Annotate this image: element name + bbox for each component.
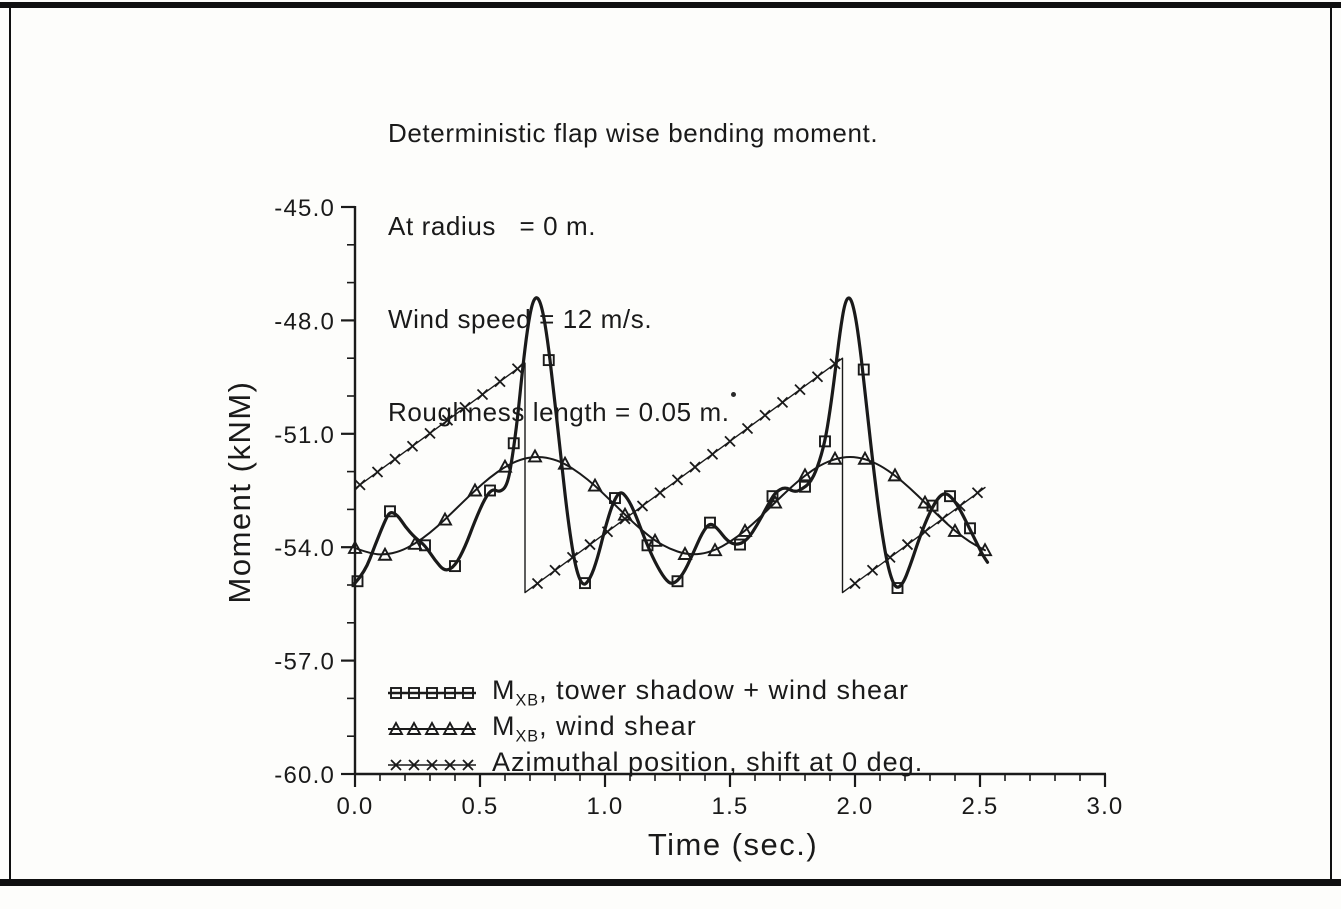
x-tick-label: 1.5 (712, 793, 749, 820)
legend-label-tower-shadow: MXB, tower shadow + wind shear (492, 675, 909, 710)
x-tick-label: 2.5 (962, 793, 999, 820)
series-azimuthal-position (354, 357, 986, 594)
page-border-bottom (0, 879, 1341, 886)
legend-square-marker-line (386, 680, 478, 706)
page-border-left (9, 5, 11, 881)
series-line-mxb-tower-shadow-wind-shear (353, 296, 990, 589)
y-tick-label: -54.0 (274, 535, 335, 562)
legend-label-main: M (492, 675, 516, 706)
legend-item-azimuthal-position: Azimuthal position, shift at 0 deg. (386, 747, 923, 783)
y-tick-label: -57.0 (274, 649, 335, 676)
y-tick-label: -48.0 (274, 308, 335, 335)
title-line-1: Deterministic flap wise bending moment. (388, 118, 879, 148)
legend-label-wind-shear: MXB, wind shear (492, 711, 697, 746)
series-markers-square (351, 354, 976, 594)
y-tick-label: -60.0 (274, 762, 335, 789)
legend-swatch-square-icon (388, 687, 476, 699)
series-markers-triangle (347, 448, 993, 561)
x-tick-label: 0.5 (462, 793, 499, 820)
x-tick-label: 2.0 (837, 793, 874, 820)
title-line-3: Wind speed = 12 m/s. (388, 304, 653, 334)
series-markers-x (354, 358, 984, 590)
legend-label-main: M (492, 711, 516, 742)
legend-item-tower-shadow-wind-shear: MXB, tower shadow + wind shear (386, 675, 923, 711)
scan-speck (731, 392, 736, 397)
x-tick-label: 1.0 (587, 793, 624, 820)
axes: -45.0 -48.0 -51.0 -54.0 -57.0 -60.00.0 0.5 1.0 1… (274, 195, 1124, 820)
legend-swatch-x-icon (388, 759, 476, 771)
legend-swatch-triangle-icon (388, 721, 476, 735)
x-tick-label: 0.0 (337, 793, 374, 820)
x-ticks: 0.0 0.5 1.0 1.5 2.0 2.5 3.0 (337, 774, 1124, 820)
legend-label-rest: , tower shadow + wind shear (539, 675, 910, 706)
legend-label-sub: XB (515, 691, 540, 710)
title-line-2: At radius = 0 m. (388, 211, 597, 241)
legend-item-wind-shear: MXB, wind shear (386, 711, 923, 747)
legend: MXB, tower shadow + wind shear MXB, wind… (386, 675, 923, 783)
legend-label-rest: , wind shear (539, 711, 697, 742)
legend-x-marker-line (386, 752, 478, 778)
x-tick-label: 3.0 (1087, 793, 1124, 820)
series-line-mxb-wind-shear (354, 455, 986, 556)
legend-label-rest: Azimuthal position, shift at 0 deg. (492, 747, 924, 778)
y-axis-label: Moment (kNM) (222, 380, 257, 604)
page-border-top (0, 2, 1341, 8)
title-line-4: Roughness length = 0.05 m. (388, 397, 730, 427)
legend-label-azimuthal: Azimuthal position, shift at 0 deg. (492, 747, 923, 782)
y-ticks: -45.0 -48.0 -51.0 -54.0 -57.0 -60.0 (274, 195, 355, 789)
page-border-right (1330, 5, 1332, 881)
legend-label-sub: XB (515, 727, 540, 746)
x-axis-label: Time (sec.) (647, 827, 819, 862)
y-tick-label: -51.0 (274, 422, 335, 449)
chart-title-block: Deterministic flap wise bending moment. … (388, 56, 878, 490)
legend-triangle-marker-line (386, 716, 478, 742)
series-mxb-wind-shear (347, 448, 993, 561)
y-tick-label: -45.0 (274, 195, 335, 222)
series-mxb-tower-shadow-wind-shear (351, 296, 990, 594)
